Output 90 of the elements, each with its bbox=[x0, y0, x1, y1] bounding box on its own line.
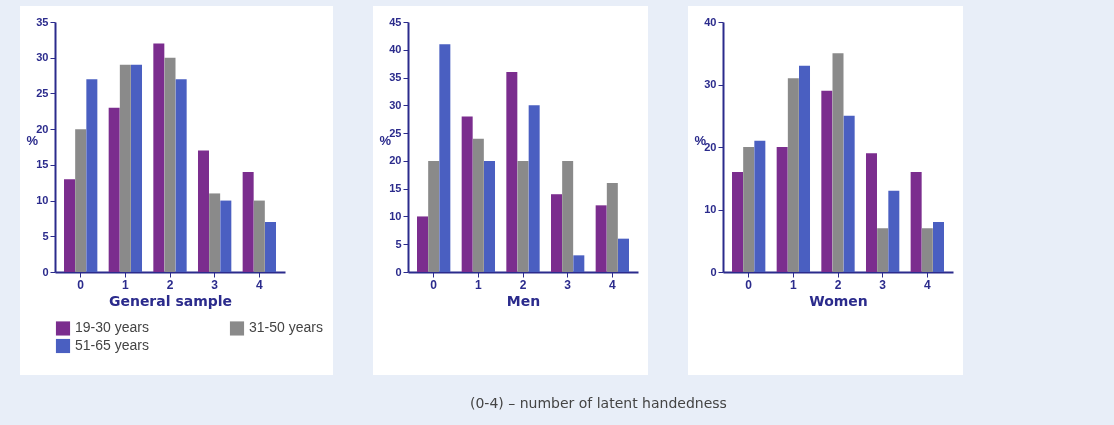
y-tick-label: 40 bbox=[389, 43, 402, 56]
y-tick-label: 40 bbox=[704, 15, 717, 28]
bar bbox=[220, 200, 232, 272]
bar bbox=[743, 147, 755, 272]
bar bbox=[428, 160, 440, 272]
legend-label: 51-65 years bbox=[75, 337, 149, 353]
x-tick-label: 4 bbox=[608, 277, 616, 292]
bar bbox=[606, 183, 618, 272]
y-tick-label: 30 bbox=[36, 51, 49, 64]
bar bbox=[517, 160, 529, 272]
bar bbox=[528, 105, 540, 272]
bar bbox=[119, 64, 131, 272]
bar bbox=[843, 115, 855, 272]
bar bbox=[877, 228, 889, 272]
bar bbox=[573, 255, 585, 272]
bar bbox=[562, 160, 574, 272]
y-tick-label: 0 bbox=[710, 265, 717, 278]
bar bbox=[732, 172, 744, 272]
bar bbox=[866, 153, 877, 272]
y-tick-label: 20 bbox=[36, 122, 49, 135]
bar bbox=[253, 200, 265, 272]
x-tick-label: 3 bbox=[211, 277, 219, 292]
y-tick-label: 5 bbox=[42, 229, 49, 242]
x-tick-label: 2 bbox=[834, 277, 842, 292]
bar bbox=[617, 238, 629, 272]
x-axis-title: Men bbox=[506, 292, 541, 309]
y-tick-label: 30 bbox=[389, 98, 402, 111]
bar bbox=[439, 44, 451, 272]
bar bbox=[472, 138, 484, 272]
bar bbox=[86, 79, 98, 272]
bar bbox=[264, 222, 276, 272]
x-tick-label: 3 bbox=[564, 277, 572, 292]
bar bbox=[108, 107, 120, 272]
x-tick-label: 3 bbox=[879, 277, 887, 292]
bar bbox=[754, 140, 766, 272]
y-tick-label: 30 bbox=[704, 78, 717, 90]
bar bbox=[787, 78, 799, 272]
bar bbox=[799, 65, 810, 272]
x-tick-label: 4 bbox=[255, 277, 263, 292]
bar bbox=[921, 228, 933, 272]
bar bbox=[198, 150, 209, 272]
bar bbox=[506, 72, 518, 272]
bar bbox=[461, 116, 473, 272]
bar bbox=[910, 172, 922, 272]
y-tick-label: 15 bbox=[36, 158, 49, 171]
bar bbox=[888, 190, 900, 272]
x-tick-label: 0 bbox=[745, 277, 753, 292]
x-axis-title: Women bbox=[809, 292, 868, 309]
x-axis-title: General sample bbox=[108, 292, 233, 309]
x-tick-label: 1 bbox=[475, 277, 482, 292]
y-tick-label: 35 bbox=[389, 71, 402, 84]
bar bbox=[776, 147, 788, 272]
y-tick-label: 10 bbox=[704, 203, 717, 215]
x-tick-label: 2 bbox=[166, 277, 174, 292]
y-axis-title: % bbox=[26, 132, 39, 148]
bar bbox=[551, 194, 562, 272]
bar bbox=[153, 43, 165, 272]
y-tick-label: 45 bbox=[389, 15, 402, 28]
bar bbox=[64, 179, 76, 272]
y-tick-label: 0 bbox=[42, 265, 49, 278]
x-tick-label: 1 bbox=[790, 277, 797, 292]
y-tick-label: 20 bbox=[389, 154, 402, 167]
bar bbox=[131, 64, 142, 272]
bar bbox=[164, 57, 176, 272]
legend-label: 31-50 years bbox=[249, 319, 323, 336]
bar bbox=[209, 193, 221, 272]
bar bbox=[821, 90, 833, 272]
bar bbox=[75, 129, 87, 272]
x-tick-label: 0 bbox=[430, 277, 438, 292]
x-tick-label: 2 bbox=[519, 277, 527, 292]
x-tick-label: 1 bbox=[122, 277, 129, 292]
x-tick-label: 0 bbox=[77, 277, 85, 292]
bar bbox=[484, 160, 495, 272]
bar bbox=[417, 216, 429, 272]
bar bbox=[595, 205, 607, 272]
y-tick-label: 0 bbox=[395, 265, 402, 278]
x-tick-label: 4 bbox=[923, 277, 931, 292]
y-tick-label: 15 bbox=[389, 182, 402, 195]
y-tick-label: 35 bbox=[36, 15, 49, 28]
y-tick-label: 25 bbox=[389, 126, 402, 139]
legend-label: 19-30 years bbox=[75, 319, 149, 336]
y-tick-label: 10 bbox=[36, 194, 49, 207]
text: (0-4) – number of latent handedness bbox=[470, 395, 727, 411]
y-tick-label: 10 bbox=[389, 209, 402, 222]
y-tick-label: 5 bbox=[395, 237, 402, 250]
bar bbox=[242, 172, 254, 272]
bar bbox=[832, 53, 844, 272]
y-tick-label: 25 bbox=[36, 86, 49, 99]
bar bbox=[175, 79, 187, 272]
bar bbox=[932, 222, 944, 272]
